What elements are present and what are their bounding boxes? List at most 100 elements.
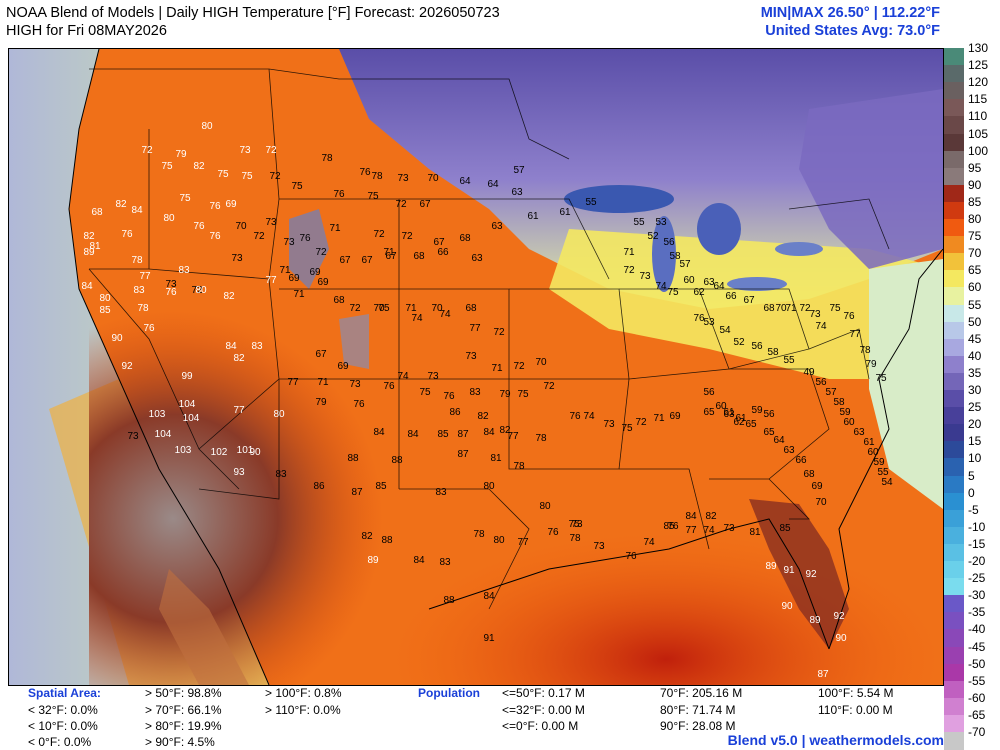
temperature-value: 78	[535, 433, 547, 444]
spatial-area-label: Spatial Area:	[28, 686, 101, 700]
spatial-gt80-label: > 80°F:	[145, 719, 185, 733]
temperature-value: 72	[543, 381, 555, 392]
temperature-value: 76	[625, 551, 637, 562]
temperature-value: 78	[371, 171, 383, 182]
lake-michigan	[652, 216, 676, 292]
temperature-value: 61	[723, 407, 735, 418]
temperature-value: 60	[715, 401, 727, 412]
temperature-value: 73	[639, 271, 651, 282]
temperature-value: 69	[337, 361, 349, 372]
spatial-gt100-value: 0.8%	[314, 686, 342, 700]
color-legend: 130 125 120 115 110 105 100 95 90 85 80 75 70 65 60 55 5…	[944, 41, 1000, 750]
source-credit: Blend v5.0 | weathermodels.com	[727, 732, 944, 748]
temperature-value: 90	[781, 601, 793, 612]
legend-tick-label: 130	[968, 41, 989, 55]
temperature-value: 87	[457, 449, 469, 460]
legend-swatch	[944, 458, 964, 476]
legend-tick-label: -35	[968, 605, 986, 620]
temperature-value: 63	[853, 427, 865, 438]
temperature-value: 73	[283, 237, 295, 248]
legend-tick-label: 35	[968, 365, 982, 380]
header-right: MIN|MAX 26.50° | 112.22°F United States …	[761, 4, 940, 40]
temperature-value: 72	[349, 303, 361, 314]
legend-swatch	[944, 167, 964, 186]
temperature-value: 81	[89, 241, 101, 252]
colorado-cool	[339, 314, 369, 369]
temperature-value: 83	[439, 557, 451, 568]
spatial-gt110-value: 0.0%	[313, 703, 341, 717]
legend-tick-label: 115	[968, 92, 988, 107]
temperature-value: 76	[333, 189, 345, 200]
temperature-value: 72	[269, 171, 281, 182]
legend-swatch	[944, 82, 964, 100]
temperature-value: 72	[623, 265, 635, 276]
gulf-of-california	[159, 569, 249, 685]
temperature-value: 59	[751, 405, 763, 416]
temperature-value: 83	[435, 487, 447, 498]
legend-swatch	[944, 492, 964, 511]
legend-swatch	[944, 253, 964, 271]
legend-tick-label: 105	[968, 126, 989, 141]
lake-erie	[727, 277, 787, 291]
temperature-value: 73	[427, 371, 439, 382]
legend-swatch	[944, 236, 964, 254]
state-borders	[88, 68, 890, 610]
temperature-value: 76	[121, 229, 133, 240]
temperature-value: 73	[723, 523, 735, 534]
temperature-value: 72	[265, 145, 277, 156]
temperature-value: 84	[225, 341, 237, 352]
temperature-value: 73	[239, 145, 251, 156]
temperature-value: 80	[483, 481, 495, 492]
pop-le50-label: <=50°F:	[502, 686, 545, 700]
spatial-gt90: > 90°F: 4.5%	[145, 735, 215, 750]
legend-tick-label: -30	[968, 588, 986, 603]
temperature-value: 73	[465, 351, 477, 362]
temperature-value: 59	[839, 407, 851, 418]
temperature-value: 59	[873, 457, 885, 468]
temperature-value: 77	[507, 431, 519, 442]
pop-le32-label: <=32°F:	[502, 703, 545, 717]
temperature-value: 75	[367, 191, 379, 202]
spatial-gt90-label: > 90°F:	[145, 735, 185, 749]
temperature-value: 78	[321, 153, 333, 164]
temperature-value: 54	[881, 477, 893, 488]
legend-swatch	[944, 475, 964, 494]
temperature-value: 68	[459, 233, 471, 244]
temperature-value: 88	[443, 595, 455, 606]
minmax-readout: MIN|MAX 26.50° | 112.22°F	[760, 5, 940, 21]
temperature-value: 68	[333, 295, 345, 306]
pop-90: 90°F: 28.08 M	[660, 719, 736, 734]
temperature-value: 83	[469, 387, 481, 398]
temperature-value: 102	[211, 447, 228, 458]
legend-swatch	[944, 390, 964, 408]
temperature-value: 79	[315, 397, 327, 408]
spatial-lt10: < 10°F: 0.0%	[28, 719, 98, 734]
temperature-value: 90	[111, 333, 123, 344]
legend-swatch	[944, 612, 964, 630]
legend-swatch	[944, 355, 964, 374]
temperature-value: 75	[419, 387, 431, 398]
temperature-value: 75	[667, 287, 679, 298]
rockies-cool	[289, 209, 329, 289]
temperature-value: 86	[313, 481, 325, 492]
legend-swatch	[944, 561, 964, 579]
temperature-value: 71	[785, 303, 797, 314]
temperature-value: 63	[471, 253, 483, 264]
temperature-value: 56	[751, 341, 763, 352]
temperature-value: 71	[623, 247, 635, 258]
legend-tick-label: 100	[968, 143, 989, 158]
spatial-gt110: > 110°F: 0.0%	[265, 703, 341, 718]
legend-tick-label: 60	[968, 280, 982, 295]
legend-tick-label: 50	[968, 314, 982, 329]
temperature-value: 68	[465, 303, 477, 314]
temperature-value: 76	[667, 521, 679, 532]
legend-tick-label: -25	[968, 571, 986, 586]
legend-tick-label: 80	[968, 212, 982, 226]
temperature-value: 84	[413, 555, 425, 566]
legend-swatch	[944, 184, 964, 203]
temperature-value: 71	[329, 223, 341, 234]
temperature-value: 73	[571, 519, 583, 530]
temperature-value: 72	[253, 231, 265, 242]
temperature-value: 72	[513, 361, 525, 372]
legend-swatch	[944, 150, 964, 169]
